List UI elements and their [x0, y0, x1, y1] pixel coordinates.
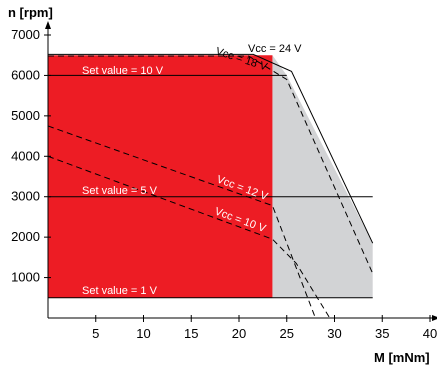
operating-regions	[48, 55, 373, 298]
annotation-set-value-10-v: Set value = 10 V	[82, 65, 164, 77]
y-tick-label: 1000	[11, 270, 40, 285]
x-axis-arrow-icon	[432, 315, 437, 321]
y-tick-label: 4000	[11, 148, 40, 163]
x-tick-label: 35	[375, 326, 389, 341]
x-tick-label: 25	[280, 326, 294, 341]
y-tick-label: 6000	[11, 67, 40, 82]
annotation-set-value-5-v: Set value = 5 V	[82, 185, 158, 197]
y-tick-label: 7000	[11, 27, 40, 42]
short-term-operating-region	[272, 55, 373, 298]
x-tick-label: 40	[423, 326, 437, 341]
y-axis-title: n [rpm]	[8, 5, 53, 20]
x-tick-label: 5	[92, 326, 99, 341]
x-tick-label: 15	[184, 326, 198, 341]
y-axis-arrow-icon	[45, 21, 51, 29]
curve-vcc-18-v	[48, 55, 374, 274]
x-tick-label: 20	[232, 326, 246, 341]
y-tick-label: 5000	[11, 108, 40, 123]
annotation-vcc-24-v: Vcc = 24 V	[248, 43, 302, 55]
annotation-set-value-1-v: Set value = 1 V	[82, 285, 158, 297]
continuous-operating-region	[48, 55, 273, 298]
x-tick-label: 10	[136, 326, 150, 341]
y-tick-label: 2000	[11, 229, 40, 244]
curve-vcc-24-v	[48, 53, 374, 244]
axis-ticks: 5 10 15 20 25 30 35 40 1000 2000 3000 4000 5000 6000 7…	[11, 27, 437, 341]
x-tick-label: 30	[327, 326, 341, 341]
y-tick-label: 3000	[11, 189, 40, 204]
curve-vcc-10-v	[47, 155, 331, 319]
characteristic-curves	[47, 53, 374, 319]
x-axis-title: M [mNm]	[374, 350, 430, 365]
